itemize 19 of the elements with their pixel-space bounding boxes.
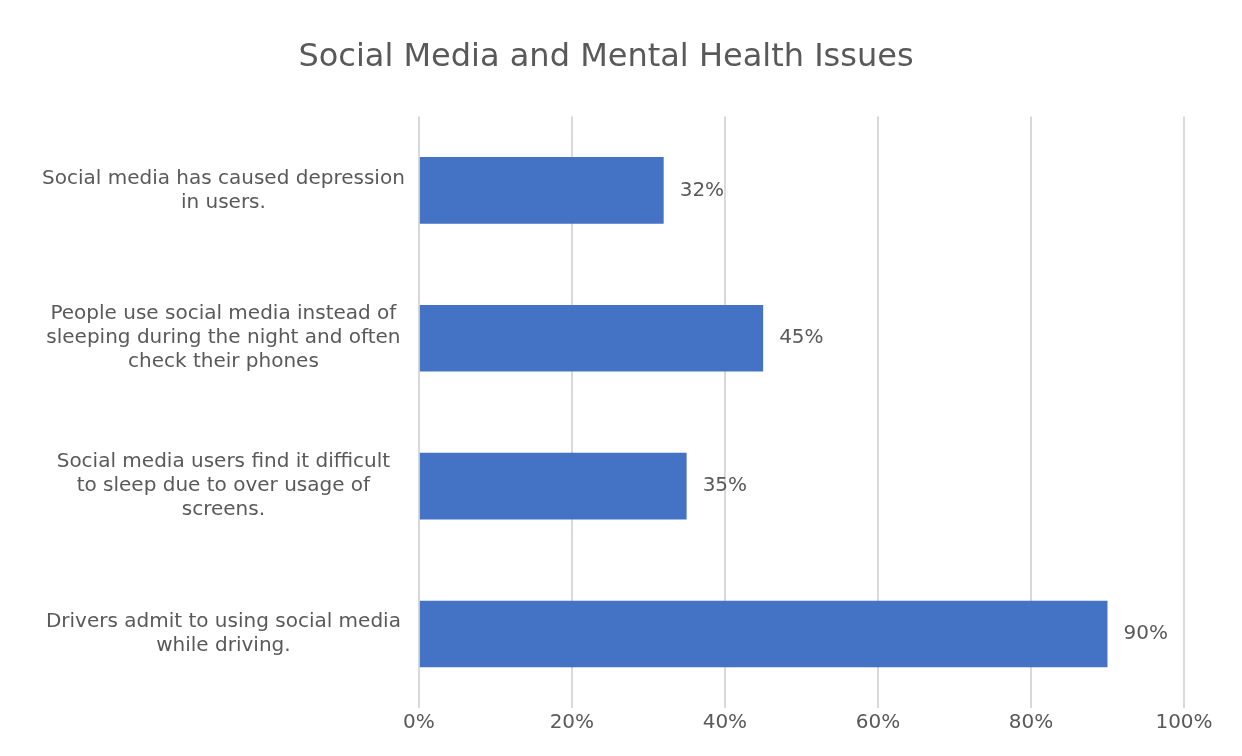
x-tick-label: 20% (549, 709, 595, 734)
x-tick-label: 0% (402, 709, 435, 734)
bar (419, 157, 664, 224)
y-tick-label: People use social media instead of sleeping during the night and often check their phones (46, 300, 401, 373)
x-tick-label: 60% (855, 709, 901, 734)
bar (419, 304, 764, 372)
y-tick-label: Social media users find it difficult to sleep due to over usage of screens. (56, 448, 391, 521)
bar (419, 452, 687, 520)
y-tick-label: Social media has caused depression in users. (42, 164, 405, 213)
data-label: 45% (779, 324, 824, 349)
data-label: 32% (679, 176, 725, 201)
data-label: 90% (1123, 620, 1168, 645)
data-label: 35% (702, 472, 748, 497)
y-tick-label: Drivers admit to using social media while driving. (45, 608, 401, 657)
x-tick-label: 80% (1008, 709, 1054, 734)
x-tick-label: 40% (702, 709, 748, 734)
bar (419, 600, 1108, 668)
x-tick-label: 100% (1155, 709, 1213, 734)
chart-title: Social Media and Mental Health Issues (298, 35, 914, 74)
